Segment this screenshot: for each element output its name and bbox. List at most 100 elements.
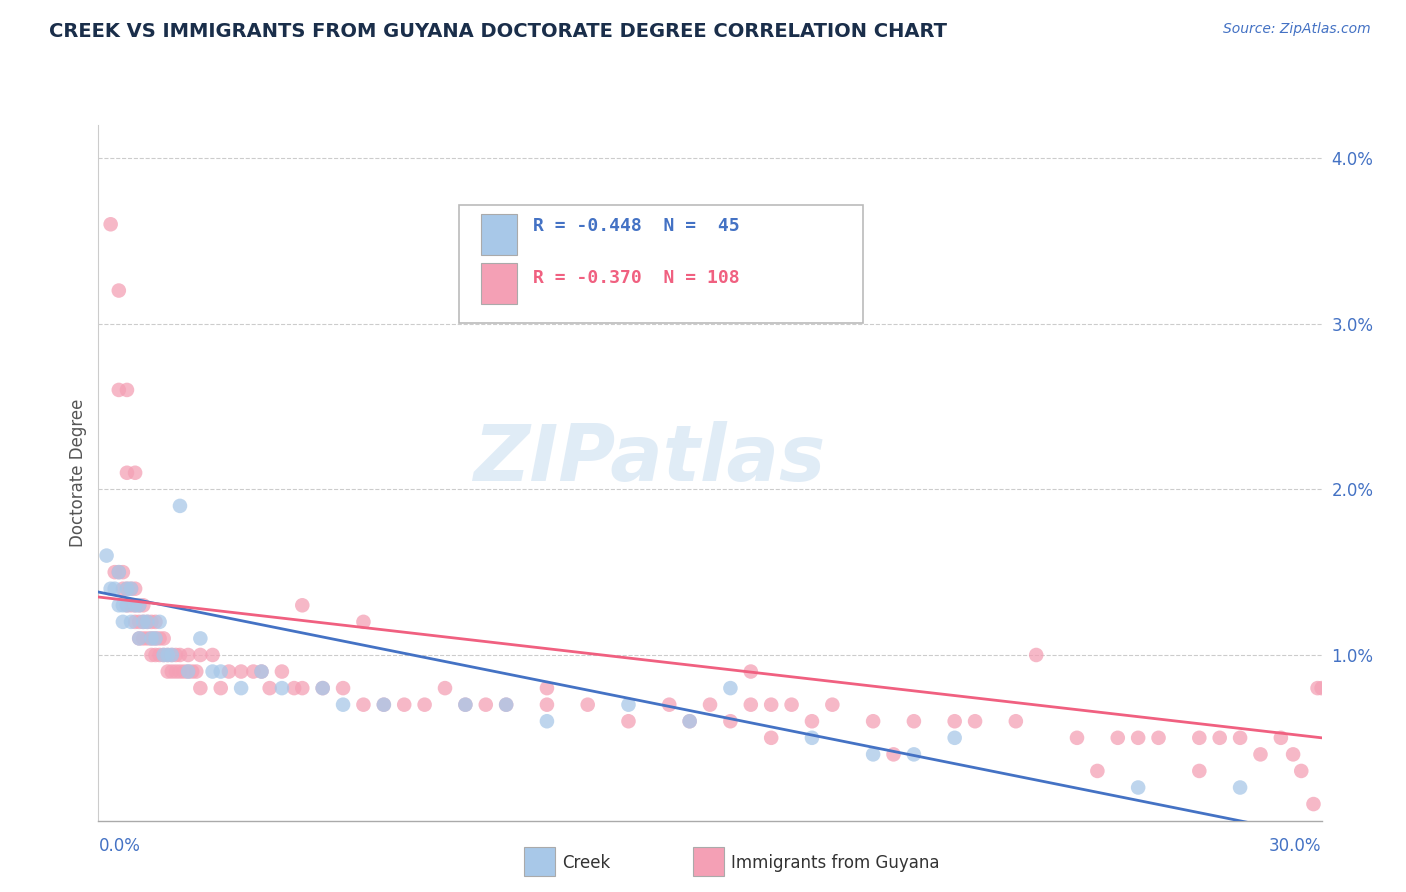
- Point: [392, 698, 416, 712]
- Point: [115, 466, 138, 480]
- Point: [1229, 780, 1251, 795]
- FancyBboxPatch shape: [481, 262, 517, 303]
- Point: [617, 698, 640, 712]
- Point: [699, 698, 721, 712]
- Point: [188, 681, 212, 695]
- Point: [454, 698, 477, 712]
- Point: [1188, 731, 1211, 745]
- Point: [160, 665, 183, 679]
- Point: [165, 665, 187, 679]
- Point: [111, 565, 134, 579]
- Text: CREEK VS IMMIGRANTS FROM GUYANA DOCTORATE DEGREE CORRELATION CHART: CREEK VS IMMIGRANTS FROM GUYANA DOCTORAT…: [49, 22, 948, 41]
- Point: [108, 599, 131, 613]
- Point: [1310, 681, 1333, 695]
- Point: [821, 698, 844, 712]
- Point: [231, 681, 253, 695]
- Point: [141, 648, 163, 662]
- Point: [1302, 797, 1324, 811]
- Point: [434, 681, 457, 695]
- Point: [718, 714, 742, 729]
- Point: [145, 615, 167, 629]
- Text: Creek: Creek: [562, 854, 610, 871]
- Point: [1291, 764, 1313, 778]
- Point: [658, 698, 681, 712]
- Point: [149, 648, 172, 662]
- Point: [761, 698, 783, 712]
- Text: R = -0.370  N = 108: R = -0.370 N = 108: [533, 269, 740, 287]
- Point: [177, 665, 200, 679]
- Point: [188, 648, 212, 662]
- Point: [169, 665, 191, 679]
- Point: [100, 217, 122, 231]
- Point: [780, 698, 803, 712]
- Point: [801, 714, 824, 729]
- Point: [128, 632, 150, 646]
- Point: [740, 698, 762, 712]
- Point: [1147, 731, 1170, 745]
- Point: [173, 665, 195, 679]
- Point: [495, 698, 517, 712]
- Point: [283, 681, 305, 695]
- Text: R = -0.448  N =  45: R = -0.448 N = 45: [533, 217, 740, 235]
- Point: [145, 648, 167, 662]
- Point: [291, 599, 314, 613]
- Point: [96, 549, 118, 563]
- Point: [100, 582, 122, 596]
- Point: [145, 632, 167, 646]
- Point: [903, 714, 925, 729]
- Point: [965, 714, 987, 729]
- Point: [1282, 747, 1305, 762]
- Point: [1066, 731, 1088, 745]
- Point: [132, 615, 155, 629]
- Point: [1085, 764, 1108, 778]
- Point: [132, 615, 155, 629]
- Point: [124, 599, 146, 613]
- Point: [152, 632, 174, 646]
- Point: [165, 648, 187, 662]
- FancyBboxPatch shape: [460, 205, 863, 323]
- Point: [108, 383, 131, 397]
- Point: [1209, 731, 1232, 745]
- Point: [136, 615, 159, 629]
- Point: [152, 648, 174, 662]
- Point: [136, 615, 159, 629]
- Point: [352, 615, 374, 629]
- Point: [291, 681, 314, 695]
- Point: [132, 632, 155, 646]
- Point: [883, 747, 905, 762]
- Point: [209, 681, 232, 695]
- Point: [188, 632, 212, 646]
- Point: [1025, 648, 1047, 662]
- Point: [108, 284, 131, 298]
- Point: [536, 698, 558, 712]
- Point: [160, 648, 183, 662]
- Point: [312, 681, 335, 695]
- Point: [120, 615, 142, 629]
- Point: [1229, 731, 1251, 745]
- Point: [250, 665, 273, 679]
- Point: [156, 648, 179, 662]
- Point: [740, 665, 762, 679]
- Point: [128, 599, 150, 613]
- Point: [177, 648, 200, 662]
- Point: [128, 599, 150, 613]
- Point: [1270, 731, 1292, 745]
- Point: [111, 615, 134, 629]
- Point: [124, 615, 146, 629]
- Point: [373, 698, 395, 712]
- Text: 30.0%: 30.0%: [1270, 838, 1322, 855]
- Point: [115, 599, 138, 613]
- Point: [1306, 681, 1329, 695]
- Point: [617, 714, 640, 729]
- Point: [1128, 731, 1150, 745]
- Point: [108, 565, 131, 579]
- Point: [1128, 780, 1150, 795]
- Point: [332, 698, 354, 712]
- FancyBboxPatch shape: [481, 214, 517, 255]
- Point: [177, 665, 200, 679]
- Point: [679, 714, 702, 729]
- Point: [495, 698, 517, 712]
- Point: [104, 565, 127, 579]
- Point: [576, 698, 599, 712]
- Point: [862, 747, 884, 762]
